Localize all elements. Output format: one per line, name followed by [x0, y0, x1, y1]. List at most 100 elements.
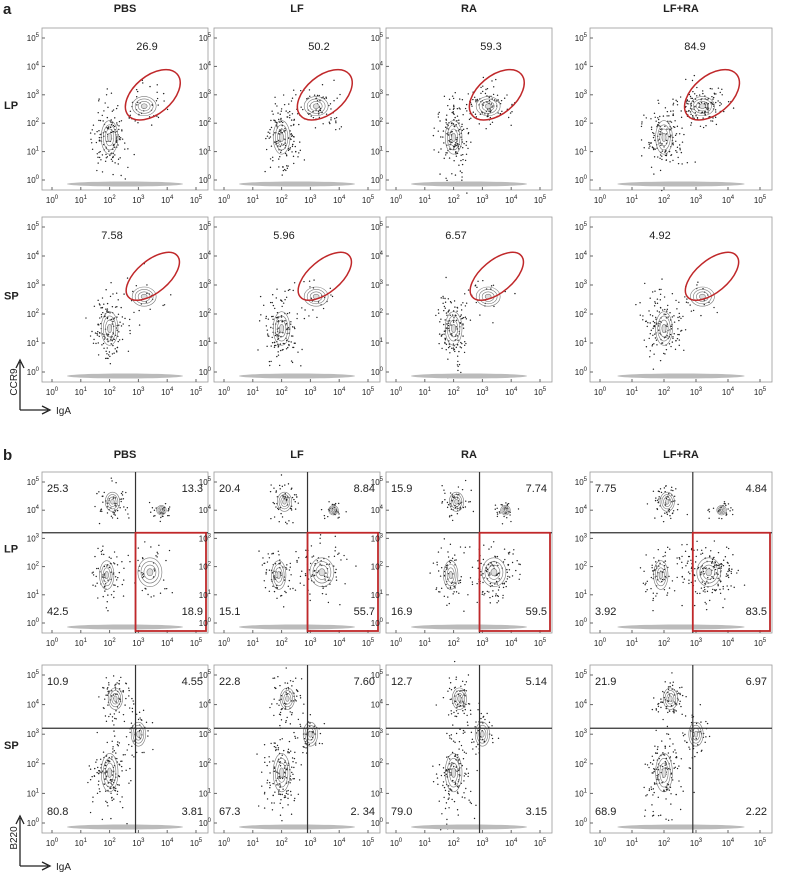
event: [446, 823, 447, 824]
tick-exponent: 2: [36, 118, 40, 124]
event: [641, 123, 642, 124]
event: [660, 170, 661, 171]
event: [680, 706, 681, 707]
event: [653, 321, 654, 322]
tick-exponent: 3: [36, 729, 40, 735]
event: [274, 347, 275, 348]
baseline-events: [239, 182, 355, 187]
event: [654, 140, 655, 141]
event: [714, 540, 715, 541]
event: [451, 123, 452, 124]
event: [656, 344, 657, 345]
event: [271, 703, 272, 704]
event: [670, 682, 671, 683]
event: [267, 780, 268, 781]
event: [269, 557, 270, 558]
events: [264, 80, 342, 183]
event: [309, 722, 310, 723]
event: [437, 784, 438, 785]
event: [319, 542, 320, 543]
event: [457, 344, 458, 345]
contour: [111, 499, 115, 504]
tick-exponent: 3: [313, 387, 317, 393]
event: [486, 713, 487, 714]
event: [150, 596, 151, 597]
event: [463, 713, 464, 714]
event: [102, 120, 103, 121]
event: [674, 496, 675, 497]
event: [433, 562, 434, 563]
event: [90, 779, 91, 780]
contour: [659, 571, 663, 578]
event: [726, 573, 727, 574]
event: [113, 498, 114, 499]
event: [491, 725, 492, 726]
event: [679, 339, 680, 340]
event: [654, 333, 655, 334]
tick-label: 101: [247, 638, 260, 648]
event: [461, 745, 462, 746]
event: [270, 518, 271, 519]
event: [290, 791, 291, 792]
event: [441, 334, 442, 335]
event: [508, 503, 509, 504]
event: [705, 547, 706, 548]
event: [272, 760, 273, 761]
event: [732, 509, 733, 510]
event: [475, 99, 476, 100]
event: [280, 152, 281, 153]
event: [282, 794, 283, 795]
event: [112, 345, 113, 346]
tick-exponent: 2: [208, 759, 212, 765]
event: [301, 349, 302, 350]
event: [157, 552, 158, 553]
event: [270, 785, 271, 786]
tick-exponent: 5: [763, 195, 767, 201]
event: [134, 154, 135, 155]
event: [338, 503, 339, 504]
event: [289, 115, 290, 116]
event: [112, 122, 113, 123]
event: [278, 345, 279, 346]
event: [654, 517, 655, 518]
event: [702, 117, 703, 118]
event: [464, 732, 465, 733]
event: [449, 794, 450, 795]
quadrant-value: 42.5: [47, 606, 68, 618]
event: [681, 163, 682, 164]
tick-exponent: 5: [36, 670, 40, 676]
event: [466, 192, 467, 193]
tick-label: 100: [594, 638, 607, 648]
event: [658, 496, 659, 497]
event: [98, 98, 99, 99]
tick-exponent: 1: [208, 338, 212, 344]
event: [700, 126, 701, 127]
event: [287, 752, 288, 753]
event: [322, 593, 323, 594]
event: [279, 783, 280, 784]
event: [448, 797, 449, 798]
tick-exponent: 3: [36, 533, 40, 539]
event: [297, 351, 298, 352]
event: [690, 98, 691, 99]
event: [650, 118, 651, 119]
event: [657, 749, 658, 750]
tick-label: 103: [199, 90, 212, 100]
event: [643, 583, 644, 584]
event: [702, 90, 703, 91]
events: [92, 477, 173, 611]
event: [271, 316, 272, 317]
event: [657, 298, 658, 299]
event: [479, 123, 480, 124]
event: [105, 351, 106, 352]
event: [679, 133, 680, 134]
event: [447, 311, 448, 312]
event: [127, 513, 128, 514]
event: [680, 110, 681, 111]
event: [266, 325, 267, 326]
event: [105, 791, 106, 792]
event: [460, 136, 461, 137]
event: [701, 571, 702, 572]
event: [289, 782, 290, 783]
event: [150, 546, 151, 547]
